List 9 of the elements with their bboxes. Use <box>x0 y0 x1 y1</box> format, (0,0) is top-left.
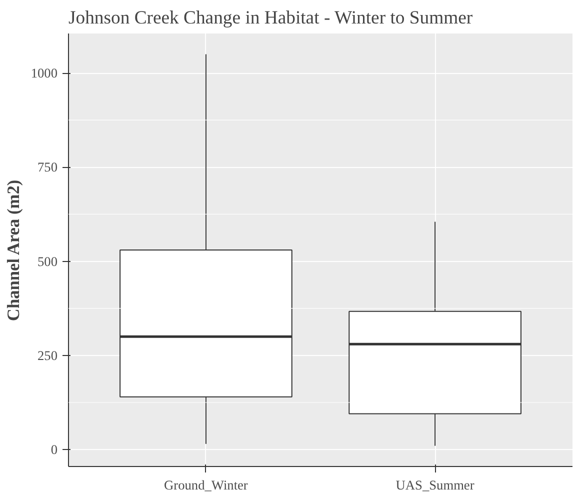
y-tick-label: 750 <box>38 160 58 175</box>
x-tick-label: UAS_Summer <box>396 478 475 492</box>
chart-title: Johnson Creek Change in Habitat - Winter to Summer <box>68 8 474 28</box>
x-tick-label: Ground_Winter <box>164 478 248 492</box>
y-tick-label: 500 <box>38 254 58 269</box>
y-tick-label: 0 <box>50 442 58 458</box>
y-tick-label: 250 <box>38 348 58 363</box>
y-axis-title: Channel Area (m2) <box>4 180 23 322</box>
y-tick-label: 1000 <box>30 66 58 81</box>
